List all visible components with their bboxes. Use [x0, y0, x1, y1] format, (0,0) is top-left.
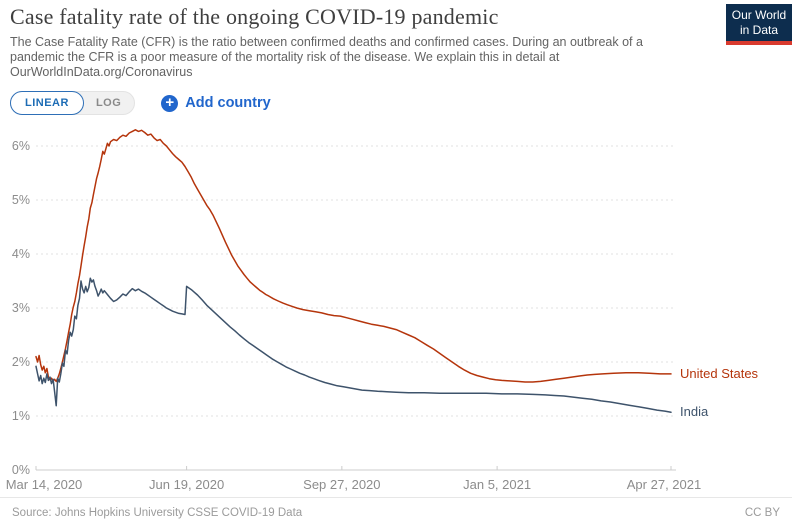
y-tick-label: 1%: [11, 409, 30, 423]
series-label-india[interactable]: India: [680, 404, 709, 420]
chart-footer: Source: Johns Hopkins University CSSE CO…: [0, 497, 792, 527]
y-tick-label: 3%: [11, 301, 30, 315]
y-tick-label: 0%: [11, 463, 30, 477]
x-tick-label: Mar 14, 2020: [5, 477, 83, 492]
x-tick-label: Jan 5, 2021: [463, 477, 532, 492]
linear-button[interactable]: LINEAR: [10, 91, 84, 115]
y-tick-label: 2%: [11, 355, 30, 369]
plot-svg[interactable]: [0, 118, 792, 497]
scale-toggle: LINEAR LOG: [10, 91, 136, 115]
controls-row: LINEAR LOG + Add country: [10, 91, 271, 115]
add-country-button[interactable]: + Add country: [161, 94, 271, 112]
chart-subtitle: The Case Fatality Rate (CFR) is the rati…: [10, 35, 643, 79]
log-button[interactable]: LOG: [83, 92, 134, 114]
x-tick-label: Apr 27, 2021: [626, 477, 702, 492]
page-title: Case fatality rate of the ongoing COVID-…: [10, 4, 499, 29]
add-country-label: Add country: [185, 95, 271, 111]
y-tick-label: 4%: [11, 247, 30, 261]
y-tick-label: 5%: [11, 193, 30, 207]
source-note: Source: Johns Hopkins University CSSE CO…: [12, 506, 303, 519]
series-label-united-states[interactable]: United States: [680, 365, 759, 381]
chart-area[interactable]: 0% 1% 2% 3% 4% 5% 6% Mar 14, 2020 Jun 19, 2020 S…: [0, 118, 792, 497]
plus-icon: +: [161, 94, 179, 112]
x-tick-label: Sep 27, 2020: [303, 477, 381, 492]
license-badge[interactable]: CC BY: [744, 506, 780, 519]
logo-line-2: in Data: [739, 23, 779, 37]
x-tick-label: Jun 19, 2020: [149, 477, 225, 492]
chart-header: Case fatality rate of the ongoing COVID-…: [10, 4, 782, 80]
y-tick-label: 6%: [11, 139, 30, 153]
owid-logo[interactable]: Our World in Data: [726, 4, 792, 45]
logo-line-1: Our World: [731, 8, 787, 22]
